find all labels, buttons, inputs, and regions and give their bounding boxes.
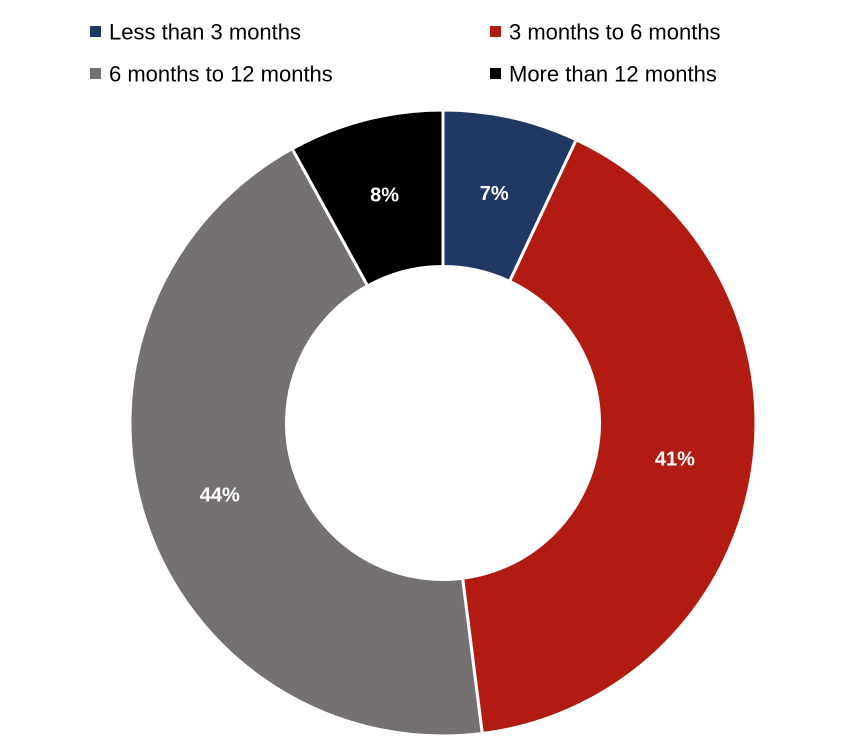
data-label-3-months-to-6-months: 41%: [655, 449, 695, 471]
legend-label-3-months-to-6-months: 3 months to 6 months: [509, 20, 721, 45]
data-label-6-months-to-12-months: 44%: [200, 485, 240, 507]
data-labels: 7% 41% 44% 8%: [200, 183, 695, 507]
legend-swatch-3-months-to-6-months: [490, 26, 501, 37]
legend-swatch-less-than-3-months: [90, 26, 101, 37]
slice-more-than-12-months: [290, 108, 445, 288]
slice-3-months-to-6-months: [460, 137, 758, 736]
data-label-more-than-12-months: 8%: [370, 185, 399, 207]
legend-label-less-than-3-months: Less than 3 months: [109, 20, 301, 45]
donut-slices: [128, 108, 758, 738]
slice-6-months-to-12-months: [128, 146, 484, 738]
legend-label-more-than-12-months: More than 12 months: [509, 62, 717, 87]
legend-label-6-months-to-12-months: 6 months to 12 months: [109, 62, 333, 87]
chart-legend: Less than 3 months 3 months to 6 months 6 …: [90, 20, 721, 87]
data-label-less-than-3-months: 7%: [480, 183, 509, 205]
legend-swatch-more-than-12-months: [490, 68, 501, 79]
legend-swatch-6-months-to-12-months: [90, 68, 101, 79]
